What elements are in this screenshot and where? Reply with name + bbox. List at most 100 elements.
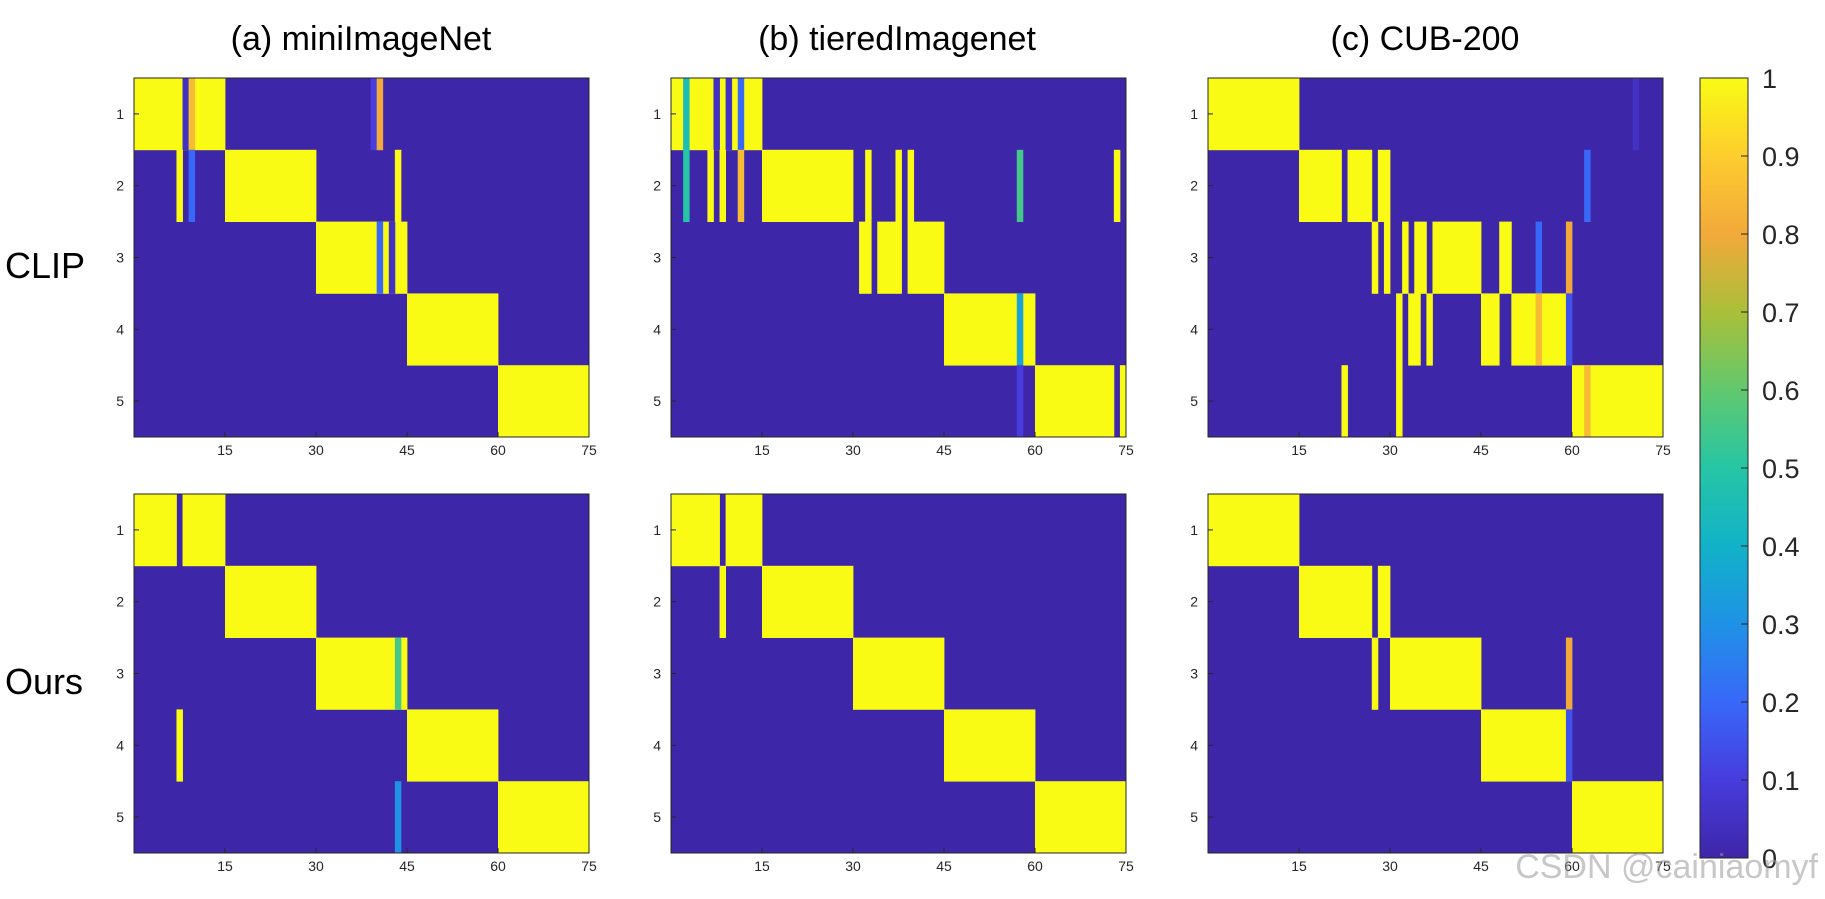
y-tick-label: 1 xyxy=(1190,522,1198,538)
heatmap-cell xyxy=(683,149,690,222)
heatmap-cell xyxy=(225,565,317,638)
x-tick-label: 15 xyxy=(1291,858,1307,874)
heatmap-cell xyxy=(1584,365,1591,438)
heatmap-cell xyxy=(907,221,945,294)
heatmap-cell xyxy=(1016,293,1024,366)
x-tick-label: 15 xyxy=(1291,442,1307,458)
heatmap-cell xyxy=(683,78,690,151)
x-tick-label: 45 xyxy=(399,858,415,874)
heatmap-cell xyxy=(1347,149,1373,222)
heatmap-cell xyxy=(407,709,499,782)
heatmap-cell xyxy=(1208,78,1300,151)
y-tick-label: 5 xyxy=(653,393,661,409)
colorbar-gradient xyxy=(1699,77,1749,859)
column-title-b: (b) tieredImagenet xyxy=(758,20,1036,58)
heatmap-cell xyxy=(376,221,384,294)
y-tick-label: 4 xyxy=(653,737,661,753)
y-tick-label: 4 xyxy=(653,321,661,337)
heatmap-cell xyxy=(859,221,872,294)
heatmap-cell xyxy=(895,149,902,222)
heatmap-cell xyxy=(376,78,384,151)
x-tick-label: 60 xyxy=(1564,858,1580,874)
y-tick-label: 2 xyxy=(116,178,124,194)
y-tick-label: 3 xyxy=(116,666,124,682)
y-tick-label: 3 xyxy=(1190,250,1198,266)
heatmap-cell xyxy=(907,149,915,222)
y-tick-label: 2 xyxy=(653,594,661,610)
heatmap-cell xyxy=(1584,149,1591,222)
heatmap-cell xyxy=(944,709,1036,782)
x-tick-label: 75 xyxy=(1655,858,1671,874)
heatmap-cell xyxy=(1396,365,1403,438)
colorbar-tick-label: 0.8 xyxy=(1762,220,1800,250)
colorbar-tick-label: 0.3 xyxy=(1762,610,1800,640)
x-tick-label: 45 xyxy=(1473,858,1489,874)
x-tick-label: 75 xyxy=(1118,858,1134,874)
y-tick-label: 1 xyxy=(653,106,661,122)
heatmap-cell xyxy=(394,149,402,222)
heatmap-cell xyxy=(316,637,408,710)
heatmap-cell xyxy=(1565,221,1573,294)
heatmap-cell xyxy=(719,565,726,638)
heatmap-cell xyxy=(762,565,854,638)
column-title-c: (c) CUB-200 xyxy=(1331,20,1520,58)
heatmap-cell xyxy=(225,149,317,222)
colorbar-tick-label: 0.1 xyxy=(1762,766,1800,796)
heatmap-cell xyxy=(1632,78,1640,151)
heatmap-cell xyxy=(1016,149,1024,222)
heatmap-cell xyxy=(1377,565,1391,638)
y-tick-label: 3 xyxy=(1190,666,1198,682)
heatmap-cell xyxy=(182,78,189,151)
heatmap-cell xyxy=(1208,494,1300,567)
y-tick-label: 1 xyxy=(116,106,124,122)
x-tick-label: 60 xyxy=(490,858,506,874)
heatmap-cell xyxy=(370,78,378,151)
y-tick-label: 4 xyxy=(116,321,124,337)
x-tick-label: 45 xyxy=(936,858,952,874)
y-tick-label: 3 xyxy=(653,250,661,266)
heatmap-cell xyxy=(1377,149,1391,222)
x-tick-label: 60 xyxy=(490,442,506,458)
heatmap-cell xyxy=(1035,781,1127,854)
heatmap-cell xyxy=(498,365,590,438)
y-tick-label: 3 xyxy=(653,666,661,682)
colorbar-tick-label: 0.4 xyxy=(1762,532,1800,562)
x-tick-label: 30 xyxy=(1382,858,1398,874)
colorbar-tick-label: 0.7 xyxy=(1762,298,1800,328)
heatmap-cell xyxy=(853,637,945,710)
x-tick-label: 60 xyxy=(1564,442,1580,458)
y-tick-label: 5 xyxy=(1190,809,1198,825)
colorbar-tick-label: 0.9 xyxy=(1762,142,1800,172)
heatmap-cell xyxy=(1572,781,1664,854)
colorbar-tick-label: 1 xyxy=(1762,64,1777,94)
x-tick-label: 75 xyxy=(1655,442,1671,458)
heatmap-cell xyxy=(1383,221,1391,294)
y-tick-label: 5 xyxy=(653,809,661,825)
heatmap-cell xyxy=(671,494,720,567)
x-tick-label: 45 xyxy=(936,442,952,458)
heatmap-cell xyxy=(1119,365,1127,438)
heatmap-cell xyxy=(1390,637,1482,710)
heatmap-cell xyxy=(134,494,177,567)
heatmap-cell xyxy=(762,149,854,222)
x-tick-label: 75 xyxy=(581,858,597,874)
x-tick-label: 30 xyxy=(308,858,324,874)
x-tick-label: 60 xyxy=(1027,442,1043,458)
colorbar-tick-label: 0.5 xyxy=(1762,454,1800,484)
heatmap-cell xyxy=(1535,221,1543,294)
heatmap-cell xyxy=(877,221,902,294)
colorbar-tick-label: 0 xyxy=(1762,844,1777,874)
heatmap-cell xyxy=(176,709,183,782)
x-tick-label: 30 xyxy=(308,442,324,458)
colorbar-tick-label: 0.6 xyxy=(1762,376,1800,406)
x-tick-label: 30 xyxy=(845,858,861,874)
x-tick-label: 15 xyxy=(217,858,233,874)
heatmap-cell xyxy=(1016,365,1024,438)
y-tick-label: 1 xyxy=(1190,106,1198,122)
heatmap-cell xyxy=(188,78,196,151)
heatmap-cell xyxy=(176,149,183,222)
